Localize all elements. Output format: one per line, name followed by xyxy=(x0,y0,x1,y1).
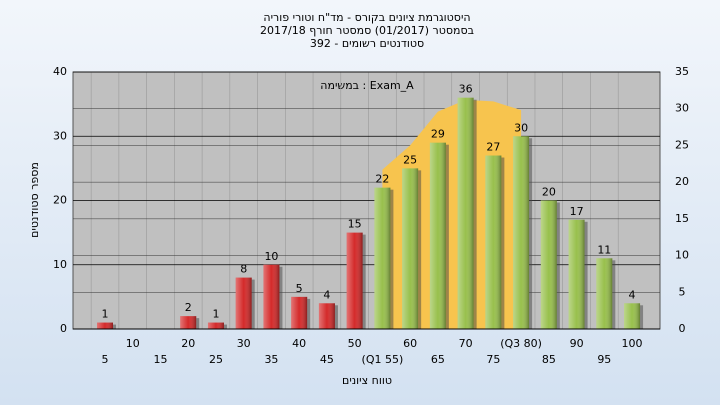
bar-side xyxy=(529,138,533,329)
data-label: 2 xyxy=(185,301,192,314)
data-label: 11 xyxy=(597,243,611,256)
data-label: 17 xyxy=(570,205,584,218)
data-label: 4 xyxy=(629,288,636,301)
data-label: 30 xyxy=(514,121,528,134)
bar-side xyxy=(418,170,422,329)
x-tick-label: (Q1 55) xyxy=(362,353,404,366)
x-tick-label: 75 xyxy=(486,353,500,366)
bar-shade xyxy=(97,322,113,329)
bar-side xyxy=(113,324,116,329)
y2-tick-label: 5 xyxy=(679,285,686,298)
chart-title: היסטוגרמת ציונים בקורס - מד"ח וטורי פורי… xyxy=(263,11,470,24)
x-tick-label: 90 xyxy=(570,337,584,350)
bar-side xyxy=(362,234,366,329)
y-tick-label: 40 xyxy=(53,65,67,78)
x-tick-label: 100 xyxy=(622,337,643,350)
bar-side xyxy=(279,266,283,329)
bar-side xyxy=(556,202,560,329)
x-tick-label: 40 xyxy=(292,337,306,350)
bar-shade xyxy=(457,97,474,329)
x-tick-label: 95 xyxy=(597,353,611,366)
data-label: 1 xyxy=(102,308,109,321)
y2-tick-label: 20 xyxy=(675,175,689,188)
x-tick-label: 10 xyxy=(126,337,140,350)
bar-shade xyxy=(429,142,446,329)
bar-shade xyxy=(291,296,308,329)
bar-shade xyxy=(402,168,419,329)
bar-shade xyxy=(540,200,557,329)
bar-side xyxy=(251,279,255,329)
bar-side xyxy=(584,221,588,329)
bar-side xyxy=(445,144,449,329)
bar-side xyxy=(390,189,394,329)
x-tick-label: 45 xyxy=(320,353,334,366)
data-label: 10 xyxy=(264,250,278,263)
bar-shade xyxy=(318,303,335,329)
x-tick-label: 70 xyxy=(459,337,473,350)
data-label: 27 xyxy=(486,141,500,154)
x-tick-label: 60 xyxy=(403,337,417,350)
bar-shade xyxy=(235,277,252,329)
bar-side xyxy=(612,260,616,329)
data-label: 25 xyxy=(403,153,417,166)
chart-subtitle: בסמסטר (01/2017) סמסטר חורף 2017/18 xyxy=(260,24,474,37)
y2-tick-label: 30 xyxy=(675,102,689,115)
bar-side xyxy=(196,318,200,329)
x-axis-title: טווח ציונים xyxy=(342,374,392,387)
annotation: במשימה : Exam_A xyxy=(320,79,414,92)
y-tick-label: 0 xyxy=(60,322,67,335)
y-tick-label: 30 xyxy=(53,129,67,142)
bar-shade xyxy=(624,303,641,329)
y2-tick-label: 25 xyxy=(675,138,689,151)
bar-side xyxy=(307,298,311,329)
bar-shade xyxy=(513,136,530,329)
y2-tick-label: 0 xyxy=(679,322,686,335)
data-label: 5 xyxy=(296,282,303,295)
x-tick-label: 15 xyxy=(153,353,167,366)
y2-tick-label: 15 xyxy=(675,212,689,225)
data-label: 22 xyxy=(375,173,389,186)
bar-side xyxy=(223,324,227,329)
bar-shade xyxy=(207,322,224,329)
bar-shade xyxy=(568,219,585,329)
x-tick-label: 25 xyxy=(209,353,223,366)
bar-shade xyxy=(374,187,391,329)
data-label: 29 xyxy=(431,128,445,141)
bar-shade xyxy=(263,264,280,329)
data-label: 4 xyxy=(323,288,330,301)
bar-side xyxy=(334,305,338,329)
data-label: 8 xyxy=(240,263,247,276)
bar-shade xyxy=(485,155,502,329)
y2-tick-label: 10 xyxy=(675,249,689,262)
x-tick-label: 50 xyxy=(348,337,362,350)
chart-subtitle: 392 - סטודנטים רשומים xyxy=(310,37,424,50)
bar-side xyxy=(501,157,505,329)
bar-shade xyxy=(180,316,197,329)
bar-shade xyxy=(596,258,613,329)
x-tick-label: 35 xyxy=(264,353,278,366)
y-tick-label: 20 xyxy=(53,194,67,207)
data-label: 1 xyxy=(212,308,219,321)
bar-side xyxy=(473,99,477,329)
x-tick-label: 30 xyxy=(237,337,251,350)
y2-tick-label: 35 xyxy=(675,65,689,78)
data-label: 36 xyxy=(459,83,473,96)
x-tick-label: (Q3 80) xyxy=(500,337,542,350)
x-tick-label: 65 xyxy=(431,353,445,366)
x-tick-label: 85 xyxy=(542,353,556,366)
y-tick-label: 10 xyxy=(53,258,67,271)
x-tick-label: 20 xyxy=(181,337,195,350)
bar-shade xyxy=(346,232,363,329)
data-label: 15 xyxy=(348,218,362,231)
y-axis-title: מספר סטודנטים xyxy=(28,162,41,238)
bar-side xyxy=(640,305,644,329)
x-tick-label: 5 xyxy=(102,353,109,366)
data-label: 20 xyxy=(542,186,556,199)
